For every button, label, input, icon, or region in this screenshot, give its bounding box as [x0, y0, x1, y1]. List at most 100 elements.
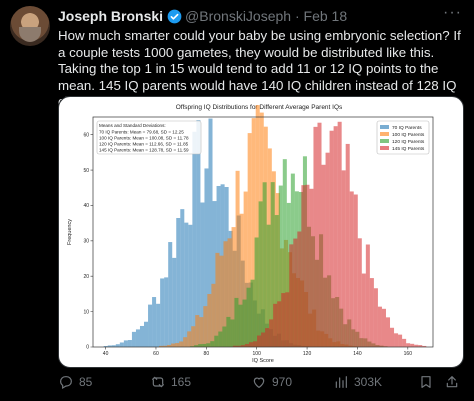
histogram-bar: [309, 188, 314, 347]
legend-label: 120 IQ Parents: [392, 139, 425, 145]
reply-icon: [60, 376, 72, 390]
histogram-bar: [195, 315, 200, 347]
chart-legend: 70 IQ Parents 100 IQ Parents 120 IQ Pare…: [376, 120, 430, 155]
histogram-bar: [329, 130, 334, 347]
histogram-chart: Offspring IQ Distributions for Different…: [67, 104, 434, 364]
repost-icon: [152, 376, 164, 388]
histogram-bar: [215, 252, 220, 347]
histogram-bar: [273, 303, 278, 347]
histogram-bar: [232, 345, 237, 347]
author-name[interactable]: Joseph Bronski: [58, 8, 164, 24]
histogram-bar: [373, 288, 378, 347]
histogram-bar: [200, 202, 205, 347]
histogram-bar: [223, 241, 228, 347]
tweet-date[interactable]: Feb 18: [303, 8, 348, 24]
author-handle[interactable]: @BronskiJoseph: [185, 8, 292, 24]
avatar[interactable]: [10, 6, 50, 46]
histogram-bar: [168, 242, 173, 347]
histogram-bar: [119, 342, 124, 347]
histogram-bar: [194, 345, 199, 347]
stats-box-title: Means and Standard Deviations:: [99, 123, 166, 128]
y-tick-label: 0: [86, 345, 89, 351]
bookmark-button[interactable]: [418, 374, 439, 390]
tweet-media[interactable]: Offspring IQ Distributions for Different…: [58, 96, 464, 368]
histogram-bar: [163, 345, 168, 347]
histogram-bar: [111, 345, 116, 347]
legend-swatch: [380, 139, 389, 143]
histogram-bar: [251, 118, 256, 347]
histogram-bar: [253, 341, 258, 347]
histogram-bar: [231, 227, 236, 347]
tweet-header: Joseph Bronski @BronskiJoseph · Feb 18: [58, 8, 347, 24]
y-tick-label: 20: [83, 274, 89, 280]
histogram-bar: [191, 326, 196, 347]
histogram-bar: [277, 301, 282, 347]
histogram-bar: [176, 218, 181, 347]
stats-box-frame: [96, 120, 202, 155]
histogram-bar: [349, 191, 354, 347]
histogram-bar: [394, 333, 399, 347]
tweet-text: How much smarter could your baby be usin…: [58, 28, 461, 109]
y-axis-label: Frequency: [67, 219, 73, 245]
histogram-bar: [418, 345, 423, 347]
like-button[interactable]: 970: [251, 374, 292, 390]
share-icon: [446, 376, 458, 388]
histogram-bar: [270, 182, 275, 347]
y-tick-label: 10: [83, 309, 89, 315]
histogram-bar: [187, 331, 192, 347]
stats-line: 100 IQ Parents: Mean = 100.08, SD = 11.7…: [99, 136, 189, 141]
histogram-bar: [139, 325, 145, 347]
histogram-bar: [214, 335, 219, 347]
x-tick-label: 60: [153, 351, 159, 357]
histogram-bar: [269, 319, 274, 347]
more-options-icon[interactable]: ···: [443, 4, 462, 21]
histogram-bar: [171, 343, 176, 347]
reply-button[interactable]: 85: [58, 374, 92, 390]
x-tick-label: 80: [204, 351, 210, 357]
histogram-bar: [179, 341, 184, 347]
histogram-bar: [148, 304, 153, 347]
histogram-bar: [152, 297, 157, 347]
reply-count: 85: [79, 375, 93, 389]
histogram-bar: [247, 133, 252, 347]
stats-box: Means and Standard Deviations: 70 IQ Par…: [96, 120, 202, 155]
histogram-bar: [188, 224, 193, 347]
histogram-bar: [230, 319, 235, 347]
histogram-bar: [385, 317, 391, 347]
histogram-bar: [274, 215, 279, 347]
stats-line: 145 IQ Parents: Mean = 128.78, SD = 11.5…: [99, 148, 189, 153]
stats-line: 70 IQ Parents: Mean = 79.68, SD = 12.25: [99, 130, 184, 135]
histogram-bar: [199, 317, 204, 347]
histogram-bar: [204, 168, 209, 347]
histogram-bar: [305, 184, 310, 347]
histogram-bar: [297, 231, 302, 347]
histogram-bar: [235, 170, 240, 347]
histogram-bar: [402, 338, 407, 347]
histogram-bar: [414, 344, 419, 347]
y-tick-label: 60: [83, 132, 89, 138]
histogram-bar: [365, 244, 370, 347]
histogram-bar: [242, 299, 247, 347]
views-button[interactable]: 303K: [333, 374, 382, 390]
repost-button[interactable]: 165: [150, 374, 191, 390]
like-count: 970: [272, 375, 293, 389]
histogram-bar: [156, 303, 161, 347]
histogram-bar: [115, 344, 120, 347]
histogram-bar: [175, 343, 180, 347]
histogram-bar: [123, 340, 128, 347]
histogram-bar: [160, 278, 165, 347]
histogram-bar: [325, 152, 330, 347]
histogram-bar: [337, 121, 342, 347]
x-tick-label: 140: [353, 351, 362, 357]
histogram-bar: [361, 273, 366, 347]
histogram-bar: [234, 297, 239, 347]
histogram-bar: [377, 306, 382, 347]
share-button[interactable]: [444, 374, 465, 390]
y-tick-label: 50: [83, 168, 89, 174]
legend-swatch: [380, 125, 389, 129]
tweet-actions: 85 165 970 303K: [58, 374, 466, 394]
histogram-bar: [144, 321, 149, 347]
views-count: 303K: [354, 375, 383, 389]
y-tick-label: 40: [83, 203, 89, 209]
